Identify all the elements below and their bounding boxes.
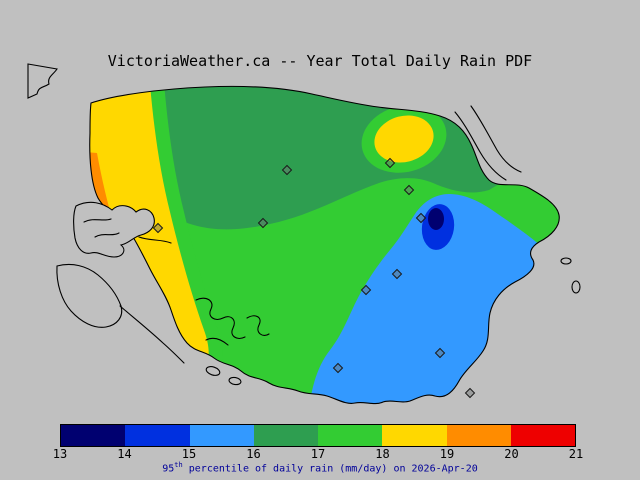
harbour-coastline-detail [195, 297, 270, 346]
colorbar-segment [318, 425, 383, 446]
colorbar-segment [125, 425, 190, 446]
caption-superscript: th [174, 461, 183, 469]
colorbar-segment [382, 425, 447, 446]
island-east-1 [560, 257, 572, 265]
colorbar-tick-label: 20 [504, 447, 519, 461]
colorbar-tick-label: 21 [568, 447, 584, 461]
station-marker [391, 268, 403, 280]
station-marker [152, 222, 164, 234]
station-marker [434, 347, 446, 359]
contour-blob-navy-core [428, 208, 444, 230]
colorbar-tick-label: 13 [52, 447, 68, 461]
land-top-left-corner [27, 63, 58, 99]
colorbar [60, 424, 576, 447]
land-west-inlets [73, 201, 155, 258]
island-south-1 [205, 366, 221, 376]
island-east-2 [571, 280, 581, 294]
southwest-coastline [119, 305, 185, 364]
colorbar-tick-label: 17 [310, 447, 326, 461]
land-southwest [56, 263, 123, 328]
colorbar-tick-label: 18 [375, 447, 390, 461]
colorbar-tick-label: 16 [246, 447, 261, 461]
caption: 95th percentile of daily rain (mm/day) o… [0, 461, 640, 474]
caption-text: percentile of daily rain (mm/day) on 202… [182, 463, 478, 475]
contour-region-yellow-northeast [374, 115, 434, 163]
page-title: VictoriaWeather.ca -- Year Total Daily R… [107, 52, 533, 70]
station-marker [384, 157, 396, 169]
station-marker [257, 217, 269, 229]
colorbar-tick-label: 19 [439, 447, 455, 461]
station-marker [403, 184, 415, 196]
colorbar-ticks: 13 14 15 16 17 18 19 20 21 [53, 447, 583, 461]
inlet-channel-lines [83, 218, 172, 244]
colorbar-segment [510, 425, 575, 446]
station-marker [415, 212, 427, 224]
station-markers [152, 157, 476, 399]
station-marker [332, 362, 344, 374]
station-marker [360, 284, 372, 296]
station-marker [281, 164, 293, 176]
station-marker [464, 387, 476, 399]
colorbar-segment [189, 425, 254, 446]
colorbar-tick-label: 14 [117, 447, 132, 461]
colorbar-segment [61, 425, 126, 446]
domain-coastline [89, 85, 560, 405]
gulf-islands-coastline [454, 105, 522, 181]
colorbar-segment [446, 425, 511, 446]
colorbar-segment [253, 425, 318, 446]
caption-percentile: 95 [162, 463, 175, 475]
colorbar-tick-label: 15 [181, 447, 197, 461]
island-south-2 [228, 376, 242, 386]
